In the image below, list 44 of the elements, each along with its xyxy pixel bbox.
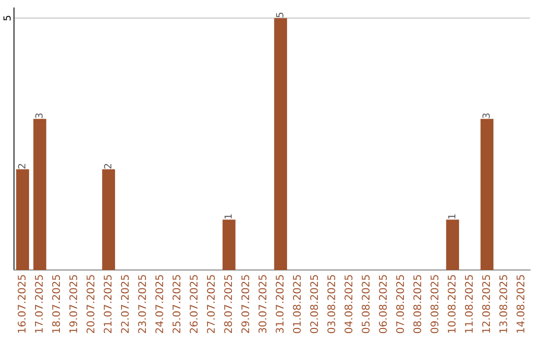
- x-tick-label: 03.08.2025: [327, 275, 336, 334]
- bar: [16, 169, 30, 270]
- x-tick-label: 02.08.2025: [310, 275, 318, 334]
- bar: [274, 18, 288, 270]
- x-tick-label: 16.07.2025: [18, 275, 26, 333]
- bar: [33, 118, 46, 270]
- x-tick-label: 09.08.2025: [430, 275, 438, 334]
- x-tick-label: 21.07.2025: [104, 275, 112, 334]
- x-tick-label: 30.07.2025: [258, 275, 266, 334]
- x-tick-label: 01.08.2025: [292, 275, 301, 334]
- x-tick-label: 17.07.2025: [34, 275, 43, 333]
- x-tick-label: 13.08.2025: [499, 275, 508, 333]
- bar: [480, 118, 494, 270]
- x-tick-label: 07.08.2025: [396, 275, 404, 334]
- x-tick-label: 22.07.2025: [120, 275, 129, 334]
- x-tick-label: 31.07.2025: [276, 275, 284, 334]
- x-tick-label: 29.07.2025: [241, 275, 250, 334]
- bar: [102, 169, 116, 270]
- x-tick-label: 26.07.2025: [190, 275, 198, 334]
- data-label: 1: [224, 214, 232, 219]
- bar: [222, 220, 236, 270]
- bar: [446, 220, 460, 270]
- data-label: 2: [18, 164, 26, 169]
- x-tick-label: 19.07.2025: [69, 275, 78, 333]
- x-tick-label: 14.08.2025: [516, 275, 524, 333]
- x-tick-label: 23.07.2025: [138, 275, 146, 334]
- data-label: 2: [104, 164, 112, 169]
- x-tick-label: 08.08.2025: [413, 275, 422, 334]
- x-tick-label: 12.08.2025: [482, 275, 490, 333]
- data-label: 3: [35, 113, 43, 118]
- data-label: 1: [448, 214, 456, 219]
- x-tick-label: 04.08.2025: [344, 275, 352, 334]
- x-tick-label: 20.07.2025: [86, 275, 94, 334]
- x-tick-label: 06.08.2025: [378, 275, 387, 334]
- x-tick-label: 10.08.2025: [448, 275, 456, 333]
- x-tick-label: 28.07.2025: [224, 275, 232, 334]
- data-label: 5: [276, 12, 284, 18]
- x-tick-label: 25.07.2025: [172, 275, 180, 334]
- x-tick-label: 11.08.2025: [464, 275, 473, 333]
- x-tick-label: 05.08.2025: [362, 275, 370, 334]
- x-tick-label: 24.07.2025: [155, 275, 164, 334]
- x-tick-label: 18.07.2025: [52, 275, 60, 333]
- x-tick-label: 27.07.2025: [206, 275, 215, 334]
- data-label: 3: [482, 113, 490, 118]
